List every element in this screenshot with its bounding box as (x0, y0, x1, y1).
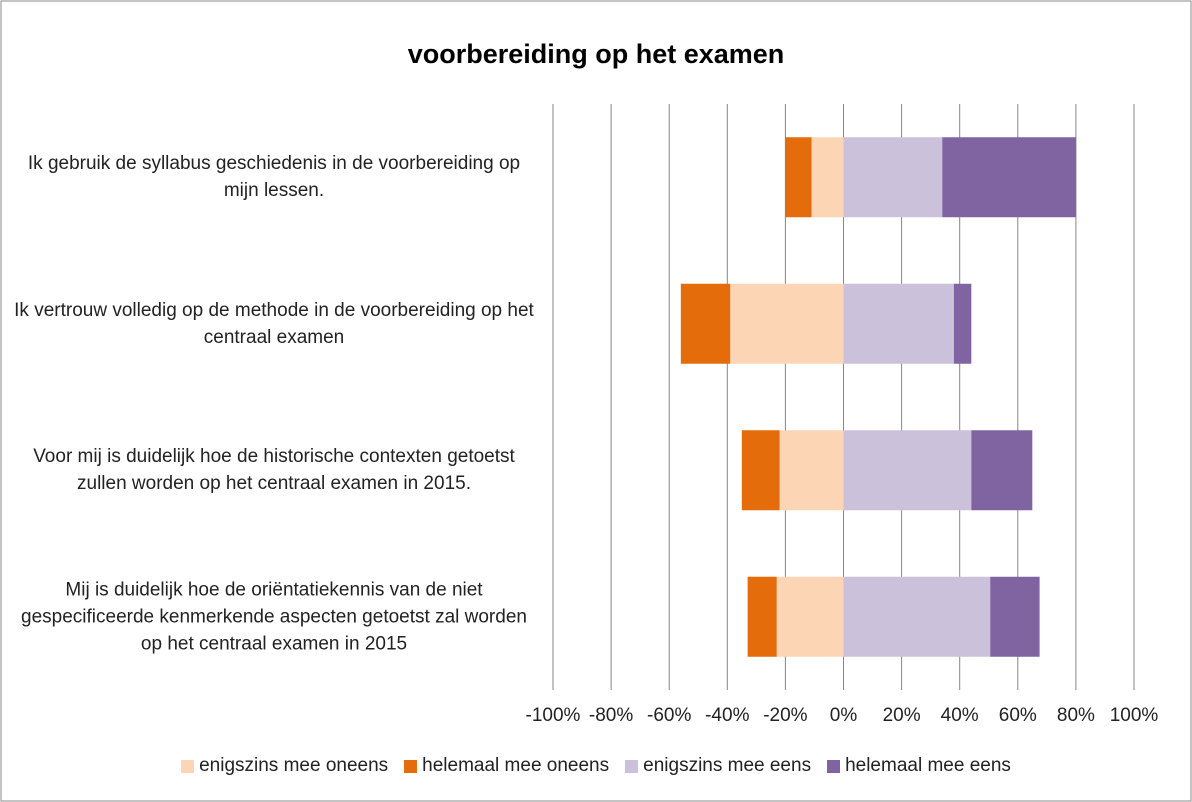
x-tick-label: 20% (883, 705, 921, 726)
category-label: Voor mij is duidelijk hoe de historische… (33, 446, 515, 495)
x-tick-label: 0% (830, 705, 858, 726)
bar-segment (971, 430, 1033, 511)
category-label: Ik gebruik de syllabus geschiedenis in d… (27, 153, 521, 202)
x-tick-label: 40% (941, 705, 979, 726)
legend-swatch (181, 759, 195, 773)
legend-item: enigszins mee oneens (181, 755, 388, 777)
x-tick-label: -60% (647, 705, 691, 726)
bar-segment (785, 137, 812, 218)
chart-title: voorbereiding op het examen (408, 39, 785, 69)
legend-label: helemaal mee oneens (422, 755, 610, 776)
bar-segment (779, 430, 844, 511)
category-label: Mij is duidelijk hoe de oriëntatiekennis… (21, 579, 527, 655)
x-tick-label: 60% (999, 705, 1037, 726)
legend-label: enigszins mee eens (643, 755, 812, 776)
bar-segment (680, 283, 731, 364)
legend-label: helemaal mee eens (845, 755, 1011, 776)
bar-segment (776, 576, 844, 657)
bar-segment (811, 137, 844, 218)
x-tick-label: -80% (589, 705, 633, 726)
legend: enigszins mee oneens helemaal mee oneens e… (0, 755, 1192, 777)
legend-swatch (404, 759, 418, 773)
bar-segment (953, 283, 972, 364)
bar-segment (942, 137, 1076, 218)
legend-item: helemaal mee eens (827, 755, 1011, 777)
x-tick-label: 80% (1057, 705, 1095, 726)
x-tick-label: 100% (1110, 705, 1159, 726)
legend-item: helemaal mee oneens (404, 755, 609, 777)
bar-segment (843, 576, 991, 657)
legend-item: enigszins mee eens (625, 755, 811, 777)
legend-swatch (827, 759, 841, 773)
legend-swatch (625, 759, 639, 773)
bar-segment (843, 283, 954, 364)
bar-segment (990, 576, 1040, 657)
x-tick-label: -100% (526, 705, 581, 726)
x-tick-label: -20% (763, 705, 807, 726)
legend-label: enigszins mee oneens (199, 755, 389, 776)
bar-segment (843, 430, 972, 511)
bar-segment (741, 430, 780, 511)
bar-segment (843, 137, 943, 218)
category-label: Ik vertrouw volledig op de methode in de… (14, 299, 534, 348)
bar-segment (730, 283, 844, 364)
bar-segment (747, 576, 777, 657)
x-tick-label: -40% (705, 705, 749, 726)
